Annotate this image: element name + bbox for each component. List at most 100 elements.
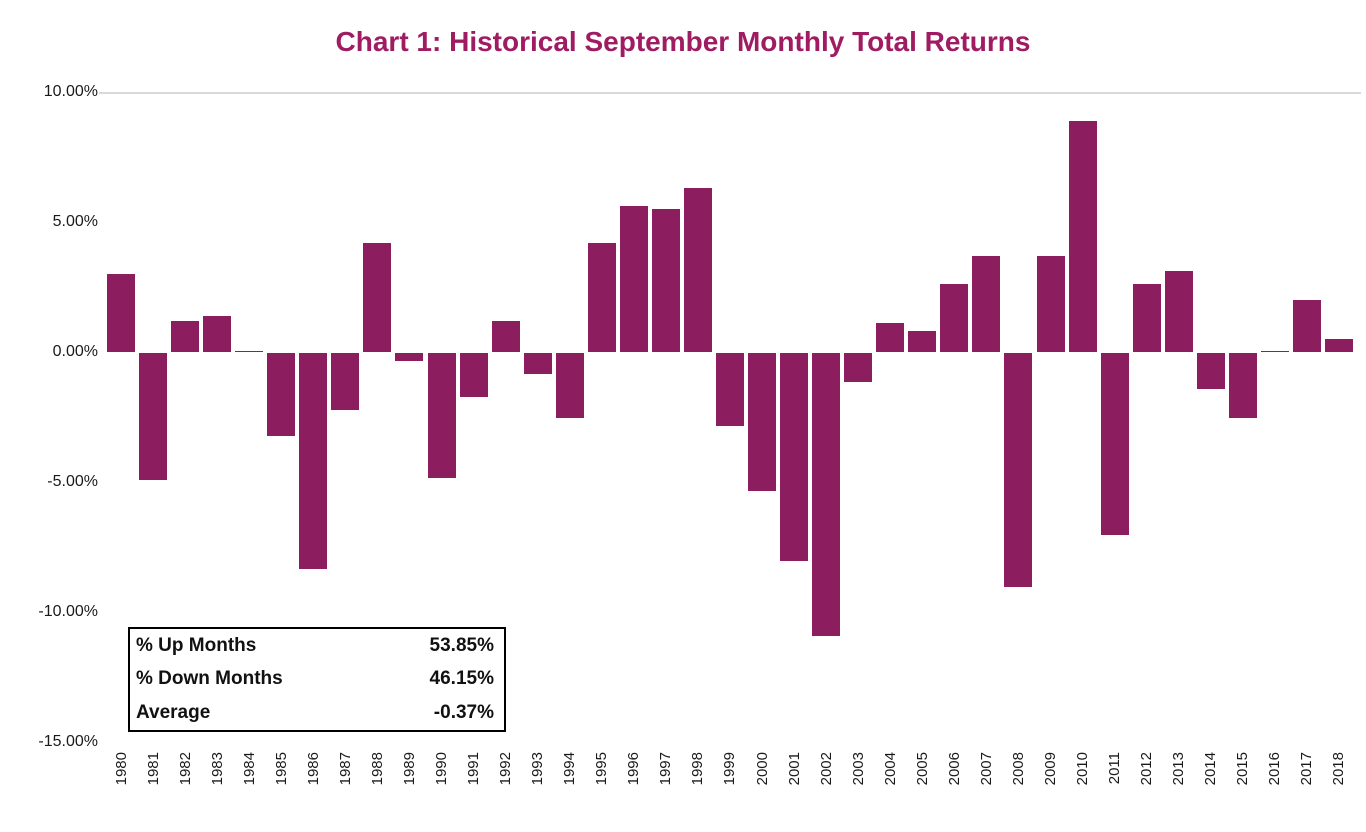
y-tick-label: 10.00% (43, 83, 98, 100)
x-tick-2006: 2006 (945, 752, 963, 786)
y-tick-label: -5.00% (47, 473, 98, 490)
x-tick-1999: 1999 (721, 752, 739, 786)
x-tick-1983: 1983 (208, 752, 226, 786)
y-tick-label: 0.00% (52, 343, 98, 360)
x-tick-2013: 2013 (1170, 752, 1188, 786)
bar-2002 (812, 353, 841, 637)
x-tick-2001: 2001 (785, 752, 803, 786)
bar-1989 (395, 353, 424, 361)
bar-2004 (876, 323, 905, 352)
x-tick-1984: 1984 (240, 752, 258, 786)
x-tick-2009: 2009 (1042, 752, 1059, 786)
bar-2010 (1068, 120, 1097, 352)
stats-row-0: % Up Months 53.85% (130, 629, 504, 663)
bar-2015 (1228, 353, 1257, 418)
stats-box: % Up Months 53.85% % Down Months 46.15% Aver… (128, 627, 506, 732)
x-tick-1987: 1987 (336, 752, 354, 786)
x-tick-1992: 1992 (497, 752, 515, 786)
y-tick-label: 5.00% (52, 213, 98, 230)
bar-2003 (844, 353, 873, 382)
stats-label: Average (136, 701, 211, 723)
x-tick-2005: 2005 (913, 752, 931, 786)
bar-1988 (363, 242, 392, 352)
x-tick-2007: 2007 (977, 752, 995, 786)
stats-label: % Down Months (136, 668, 283, 690)
bar-2017 (1292, 300, 1321, 352)
x-tick-1995: 1995 (593, 752, 611, 786)
bar-1993 (523, 353, 552, 374)
x-tick-1988: 1988 (368, 752, 386, 786)
bar-1981 (139, 353, 168, 481)
bar-1983 (203, 315, 232, 352)
bar-1980 (107, 274, 136, 352)
bar-1986 (299, 353, 328, 569)
bar-1985 (267, 353, 296, 437)
x-tick-1993: 1993 (529, 752, 547, 786)
x-tick-1982: 1982 (176, 752, 194, 786)
x-tick-1986: 1986 (304, 752, 322, 786)
x-tick-1997: 1997 (657, 752, 675, 786)
bar-2009 (1036, 255, 1065, 352)
bar-1996 (619, 206, 648, 352)
x-tick-2000: 2000 (753, 752, 771, 786)
bar-2018 (1324, 339, 1353, 352)
bar-1994 (555, 353, 584, 418)
bar-2011 (1100, 353, 1129, 535)
bar-1995 (587, 242, 616, 352)
stats-value: 53.85% (429, 634, 494, 656)
bar-1992 (491, 320, 520, 352)
x-tick-1994: 1994 (561, 752, 579, 786)
x-tick-2012: 2012 (1138, 752, 1156, 786)
x-tick-1985: 1985 (272, 752, 290, 786)
x-tick-2017: 2017 (1298, 752, 1316, 786)
x-tick-2018: 2018 (1330, 752, 1348, 786)
x-tick-2014: 2014 (1202, 752, 1220, 786)
x-tick-2010: 2010 (1074, 752, 1092, 786)
bar-2000 (748, 353, 777, 491)
x-tick-2011: 2011 (1106, 752, 1124, 785)
x-tick-2008: 2008 (1009, 752, 1027, 786)
stats-label: % Up Months (136, 634, 257, 656)
bar-1987 (331, 353, 360, 411)
bar-2001 (780, 353, 809, 561)
x-tick-1991: 1991 (465, 752, 483, 786)
y-axis: 10.00% 5.00% 0.00% -5.00% -10.00% -15.00% (0, 0, 98, 832)
x-tick-1980: 1980 (112, 752, 130, 786)
bar-1984 (235, 351, 264, 352)
bar-2007 (972, 255, 1001, 352)
x-tick-1998: 1998 (689, 752, 707, 786)
x-tick-1990: 1990 (433, 752, 451, 786)
stats-row-1: % Down Months 46.15% (130, 663, 504, 697)
chart-title: Chart 1: Historical September Monthly To… (335, 26, 1031, 57)
x-tick-1981: 1981 (144, 752, 162, 786)
x-tick-2015: 2015 (1234, 752, 1252, 786)
bar-1990 (427, 353, 456, 478)
stats-value: -0.37% (433, 701, 494, 723)
x-tick-1989: 1989 (400, 752, 418, 786)
bar-2006 (940, 284, 969, 352)
bar-1982 (171, 320, 200, 352)
y-tick-label: -15.00% (38, 733, 98, 750)
bar-2013 (1164, 271, 1193, 352)
x-axis: 1980 1981 1982 1983 1984 1985 1986 1987 1988 1989… (105, 752, 1355, 822)
stats-value: 46.15% (429, 668, 494, 690)
bar-2008 (1004, 353, 1033, 587)
x-tick-2004: 2004 (881, 752, 899, 786)
x-tick-1996: 1996 (625, 752, 643, 786)
bar-1991 (459, 353, 488, 398)
stats-row-2: Average -0.37% (130, 696, 504, 730)
bar-2005 (908, 331, 937, 352)
x-tick-2002: 2002 (817, 752, 835, 786)
bar-1998 (683, 188, 712, 352)
bar-1997 (651, 209, 680, 352)
bar-1999 (716, 353, 744, 426)
plot-area (99, 92, 1361, 742)
x-tick-2016: 2016 (1266, 752, 1284, 786)
x-axis-line (99, 92, 1361, 94)
bar-2014 (1196, 353, 1225, 390)
x-tick-2003: 2003 (849, 752, 867, 786)
bar-2016 (1260, 351, 1289, 352)
y-tick-label: -10.00% (38, 603, 98, 620)
bar-2012 (1132, 284, 1161, 352)
